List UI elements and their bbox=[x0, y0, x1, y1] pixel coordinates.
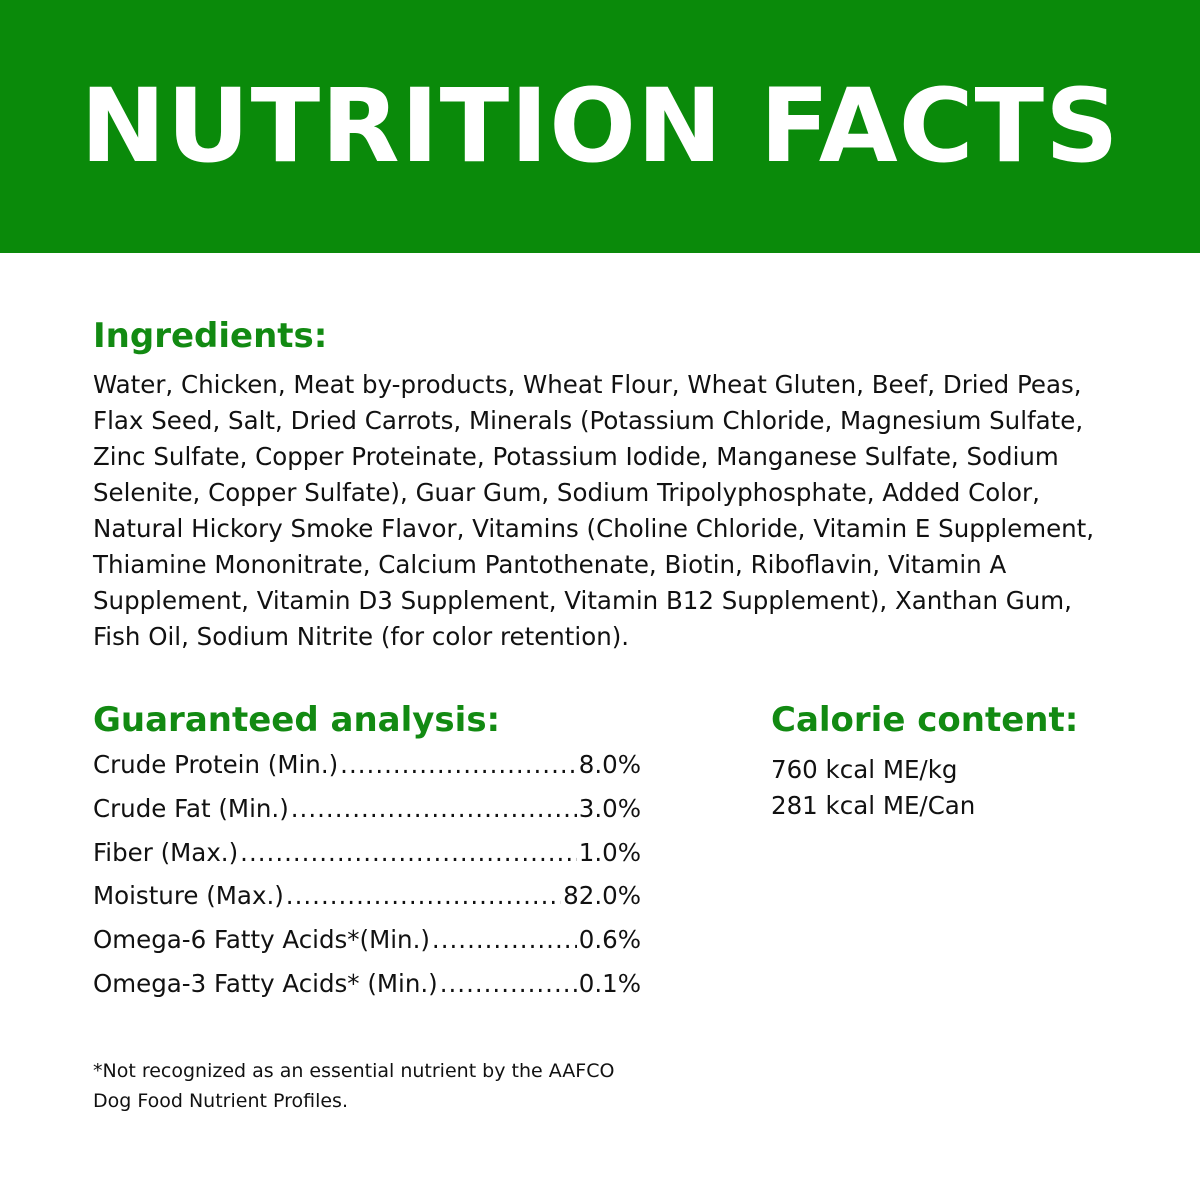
ingredients-heading: Ingredients: bbox=[93, 316, 328, 356]
analysis-row-crude-protein: Crude Protein (Min.) 8.0% bbox=[93, 750, 641, 794]
analysis-value: 82.0% bbox=[563, 881, 641, 911]
dot-leader bbox=[440, 969, 577, 998]
dot-leader bbox=[286, 881, 561, 910]
page-title: NUTRITION FACTS bbox=[80, 67, 1120, 186]
dot-leader bbox=[432, 925, 577, 954]
footnote-line-2: Dog Food Nutrient Profiles. bbox=[93, 1090, 348, 1112]
analysis-heading: Guaranteed analysis: bbox=[93, 700, 501, 740]
analysis-row-omega-3: Omega-3 Fatty Acids* (Min.) 0.1% bbox=[93, 969, 641, 1013]
analysis-row-omega-6: Omega-6 Fatty Acids*(Min.) 0.6% bbox=[93, 925, 641, 969]
footnote: *Not recognized as an essential nutrient… bbox=[93, 1056, 673, 1116]
calorie-list: 760 kcal ME/kg 281 kcal ME/Can bbox=[771, 752, 975, 824]
analysis-label: Crude Fat (Min.) bbox=[93, 793, 289, 823]
analysis-label: Fiber (Max.) bbox=[93, 837, 239, 867]
calorie-heading: Calorie content: bbox=[771, 700, 1079, 740]
analysis-table: Crude Protein (Min.) 8.0% Crude Fat (Min… bbox=[93, 750, 641, 1013]
calorie-per-can: 281 kcal ME/Can bbox=[771, 791, 976, 820]
analysis-value: 8.0% bbox=[578, 750, 641, 779]
footnote-line-1: *Not recognized as an essential nutrient… bbox=[93, 1060, 615, 1082]
analysis-value: 0.1% bbox=[578, 968, 641, 998]
dot-leader bbox=[240, 838, 577, 867]
analysis-row-fiber: Fiber (Max.) 1.0% bbox=[93, 838, 641, 882]
dot-leader bbox=[340, 750, 577, 779]
ingredients-list: Water, Chicken, Meat by-products, Wheat … bbox=[93, 370, 1095, 651]
analysis-value: 3.0% bbox=[578, 793, 641, 823]
analysis-label: Moisture (Max.) bbox=[93, 881, 284, 911]
calorie-per-kg: 760 kcal ME/kg bbox=[771, 755, 958, 784]
title-banner: NUTRITION FACTS bbox=[0, 0, 1200, 253]
analysis-row-moisture: Moisture (Max.) 82.0% bbox=[93, 881, 641, 925]
analysis-label: Crude Protein (Min.) bbox=[93, 750, 339, 779]
analysis-value: 0.6% bbox=[578, 925, 641, 955]
analysis-label: Omega-6 Fatty Acids*(Min.) bbox=[93, 925, 430, 955]
analysis-row-crude-fat: Crude Fat (Min.) 3.0% bbox=[93, 794, 641, 838]
analysis-value: 1.0% bbox=[578, 837, 641, 867]
dot-leader bbox=[291, 794, 577, 823]
analysis-label: Omega-3 Fatty Acids* (Min.) bbox=[93, 968, 438, 998]
